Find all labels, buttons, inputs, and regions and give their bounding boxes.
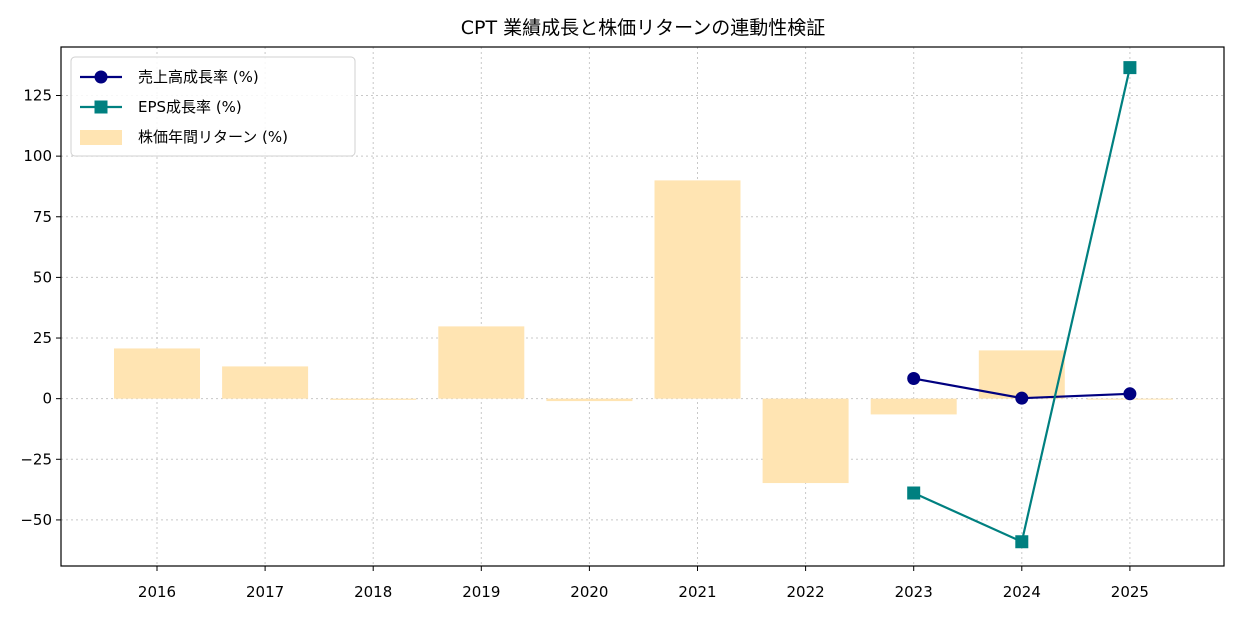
x-tick-label: 2024 [1003, 583, 1041, 601]
x-tick-label: 2021 [678, 583, 716, 601]
chart-title: CPT 業績成長と株価リターンの連動性検証 [461, 17, 825, 39]
stock-return-bar [870, 398, 957, 415]
bar-series [114, 180, 1173, 484]
y-tick-label: −25 [20, 450, 52, 468]
legend-label: 売上高成長率 (%) [138, 68, 259, 86]
legend-bar-swatch [80, 130, 122, 145]
stock-return-bar [438, 326, 525, 399]
x-tick-label: 2025 [1111, 583, 1149, 601]
legend-marker [94, 100, 108, 114]
legend: 売上高成長率 (%) EPS成長率 (%) 株価年間リターン (%) [70, 56, 356, 157]
eps-growth-point [907, 486, 921, 500]
axes: 2016 2017 2018 2019 2020 2021 2022 2023 2024 2025… [20, 87, 1149, 601]
legend-label: 株価年間リターン (%) [138, 128, 288, 146]
stock-return-bar [114, 348, 200, 399]
legend-label: EPS成長率 (%) [138, 98, 242, 116]
stock-return-bar [546, 398, 633, 402]
line-series [907, 61, 1137, 549]
grid-lines [61, 47, 1224, 566]
legend-box [70, 56, 356, 157]
stock-return-bar [978, 350, 1065, 399]
y-tick-label: 25 [33, 329, 52, 347]
stock-return-bar [330, 398, 417, 400]
y-tick-label: 125 [23, 87, 52, 105]
x-tick-label: 2017 [246, 583, 284, 601]
x-tick-label: 2022 [787, 583, 825, 601]
revenue-growth-point [1015, 391, 1029, 405]
stock-return-bar [654, 180, 741, 399]
y-tick-label: 75 [33, 208, 52, 226]
legend-marker [94, 70, 108, 84]
stock-return-bar [762, 398, 849, 484]
plot-frame [60, 46, 1225, 567]
y-tick-label: 0 [42, 390, 52, 408]
revenue-growth-point [907, 372, 921, 386]
x-tick-label: 2016 [138, 583, 176, 601]
x-tick-label: 2020 [570, 583, 608, 601]
y-tick-label: 100 [23, 147, 52, 165]
y-tick-label: −50 [20, 511, 52, 529]
revenue-growth-point [1123, 387, 1137, 401]
eps-growth-point [1123, 61, 1137, 75]
x-tick-label: 2019 [462, 583, 500, 601]
stock-return-bar [222, 366, 309, 399]
x-tick-label: 2018 [354, 583, 392, 601]
y-tick-label: 50 [33, 268, 52, 286]
x-tick-label: 2023 [895, 583, 933, 601]
eps-growth-point [1015, 535, 1029, 549]
